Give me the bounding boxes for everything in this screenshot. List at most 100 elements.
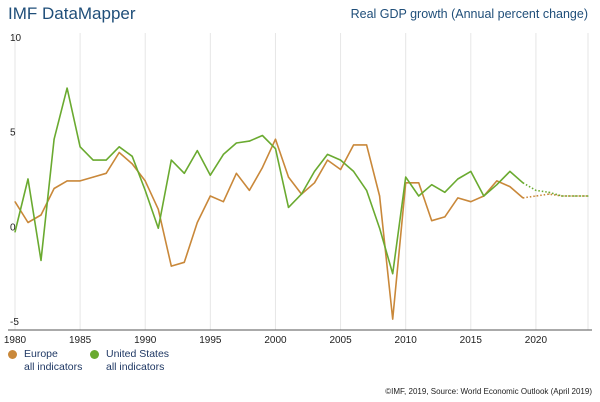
- data-point-united-states: [66, 87, 68, 89]
- data-point-united-states: [457, 178, 459, 180]
- data-point-europe: [105, 172, 107, 174]
- data-point-united-states: [300, 193, 303, 195]
- data-point-europe: [209, 195, 211, 197]
- data-point-europe: [418, 182, 420, 184]
- gridlines: [14, 33, 589, 330]
- data-point-europe: [27, 221, 29, 224]
- data-point-europe: [131, 163, 133, 165]
- series-projection-europe[interactable]: [522, 193, 588, 199]
- data-point-europe: [522, 197, 524, 199]
- data-point-united-states: [379, 227, 381, 229]
- data-point-europe: [248, 189, 251, 191]
- data-point-europe: [352, 144, 355, 146]
- data-point-europe: [222, 201, 224, 203]
- data-point-united-states: [222, 153, 224, 155]
- data-point-europe: [118, 151, 120, 154]
- data-point-united-states: [339, 159, 342, 161]
- data-point-united-states: [418, 195, 420, 197]
- data-point-united-states: [366, 189, 368, 191]
- data-point-united-states: [196, 150, 198, 152]
- data-point-united-states: [274, 148, 277, 150]
- x-tick-label: 2000: [264, 335, 287, 345]
- y-tick-label: 0: [10, 222, 16, 233]
- data-point-europe: [157, 208, 159, 210]
- legend-label-united-states: United States all indicators: [106, 348, 169, 374]
- data-point-united-states: [131, 155, 133, 157]
- legend-dot-europe: [8, 350, 17, 359]
- x-tick-label: 1995: [199, 335, 222, 345]
- legend-label-europe-name: Europe: [24, 348, 58, 360]
- data-point-europe: [287, 176, 290, 178]
- series-line-united-states[interactable]: [14, 87, 524, 275]
- data-point-europe: [170, 265, 172, 267]
- source-note: ©IMF, 2019, Source: World Economic Outlo…: [385, 387, 592, 396]
- x-tick-label: 1990: [134, 335, 157, 345]
- x-tick-label: 1980: [4, 335, 27, 345]
- data-point-united-states: [118, 146, 120, 148]
- x-axis-ticks: 1980 1985 1990 1995 2000 2005 2010 2015 2020: [4, 335, 548, 345]
- data-point-united-states: [483, 195, 485, 197]
- data-point-united-states: [27, 178, 29, 180]
- series-lines: [14, 87, 589, 320]
- data-point-europe: [79, 180, 81, 182]
- series-line-europe[interactable]: [14, 138, 524, 320]
- x-tick-label: 2005: [329, 335, 352, 345]
- data-point-united-states: [509, 170, 511, 173]
- data-point-europe: [326, 159, 329, 161]
- data-point-united-states: [313, 170, 316, 173]
- data-point-united-states: [209, 174, 211, 176]
- x-tick-label: 2020: [525, 335, 548, 345]
- data-point-europe: [339, 168, 342, 171]
- x-tick-label: 1985: [69, 335, 92, 345]
- data-point-united-states: [548, 191, 550, 193]
- data-point-europe: [509, 185, 511, 188]
- data-point-united-states: [470, 170, 472, 173]
- data-point-united-states: [522, 182, 524, 184]
- legend-dot-united-states: [90, 350, 99, 359]
- data-point-united-states: [14, 231, 16, 233]
- data-point-united-states: [248, 140, 251, 142]
- data-point-united-states: [105, 159, 107, 161]
- y-axis-ticks: 10 5 0 -5: [10, 33, 22, 328]
- legend-label-europe-sub: all indicators: [24, 361, 83, 373]
- series-projection-united-states[interactable]: [522, 182, 588, 197]
- chart-title: Real GDP growth (Annual percent change): [350, 7, 588, 21]
- data-point-united-states: [53, 138, 55, 140]
- data-point-united-states: [574, 195, 576, 197]
- data-point-europe: [235, 172, 237, 174]
- data-point-europe: [444, 216, 446, 218]
- data-point-united-states: [261, 134, 264, 137]
- data-point-europe: [14, 201, 16, 203]
- data-point-united-states: [444, 191, 446, 193]
- data-point-europe: [144, 180, 146, 182]
- data-point-united-states: [183, 172, 185, 174]
- data-point-united-states: [352, 170, 355, 173]
- data-point-europe: [392, 318, 394, 320]
- data-point-europe: [379, 195, 381, 197]
- data-point-united-states: [170, 159, 172, 161]
- legend-label-europe: Europe all indicators: [24, 348, 82, 374]
- data-point-europe: [548, 193, 550, 195]
- y-tick-label: -5: [10, 317, 19, 328]
- x-tick-label: 2010: [395, 335, 418, 345]
- data-point-europe: [366, 144, 368, 146]
- data-point-united-states: [535, 189, 537, 191]
- data-point-united-states: [40, 259, 42, 262]
- y-tick-label: 5: [10, 128, 16, 139]
- data-point-united-states: [79, 146, 81, 148]
- data-point-united-states: [496, 184, 498, 186]
- data-point-united-states: [392, 273, 394, 275]
- y-tick-label: 10: [10, 33, 22, 44]
- legend-label-us-name: United States: [106, 348, 170, 360]
- data-point-europe: [313, 182, 316, 184]
- data-point-united-states: [587, 195, 589, 197]
- data-point-europe: [274, 138, 277, 140]
- data-point-united-states: [92, 159, 94, 161]
- data-point-europe: [457, 197, 459, 199]
- legend-label-us-sub: all indicators: [106, 361, 165, 373]
- data-point-europe: [66, 180, 68, 182]
- data-point-united-states: [287, 206, 290, 208]
- data-point-europe: [40, 214, 42, 216]
- data-point-united-states: [405, 176, 407, 178]
- data-point-united-states: [144, 189, 146, 191]
